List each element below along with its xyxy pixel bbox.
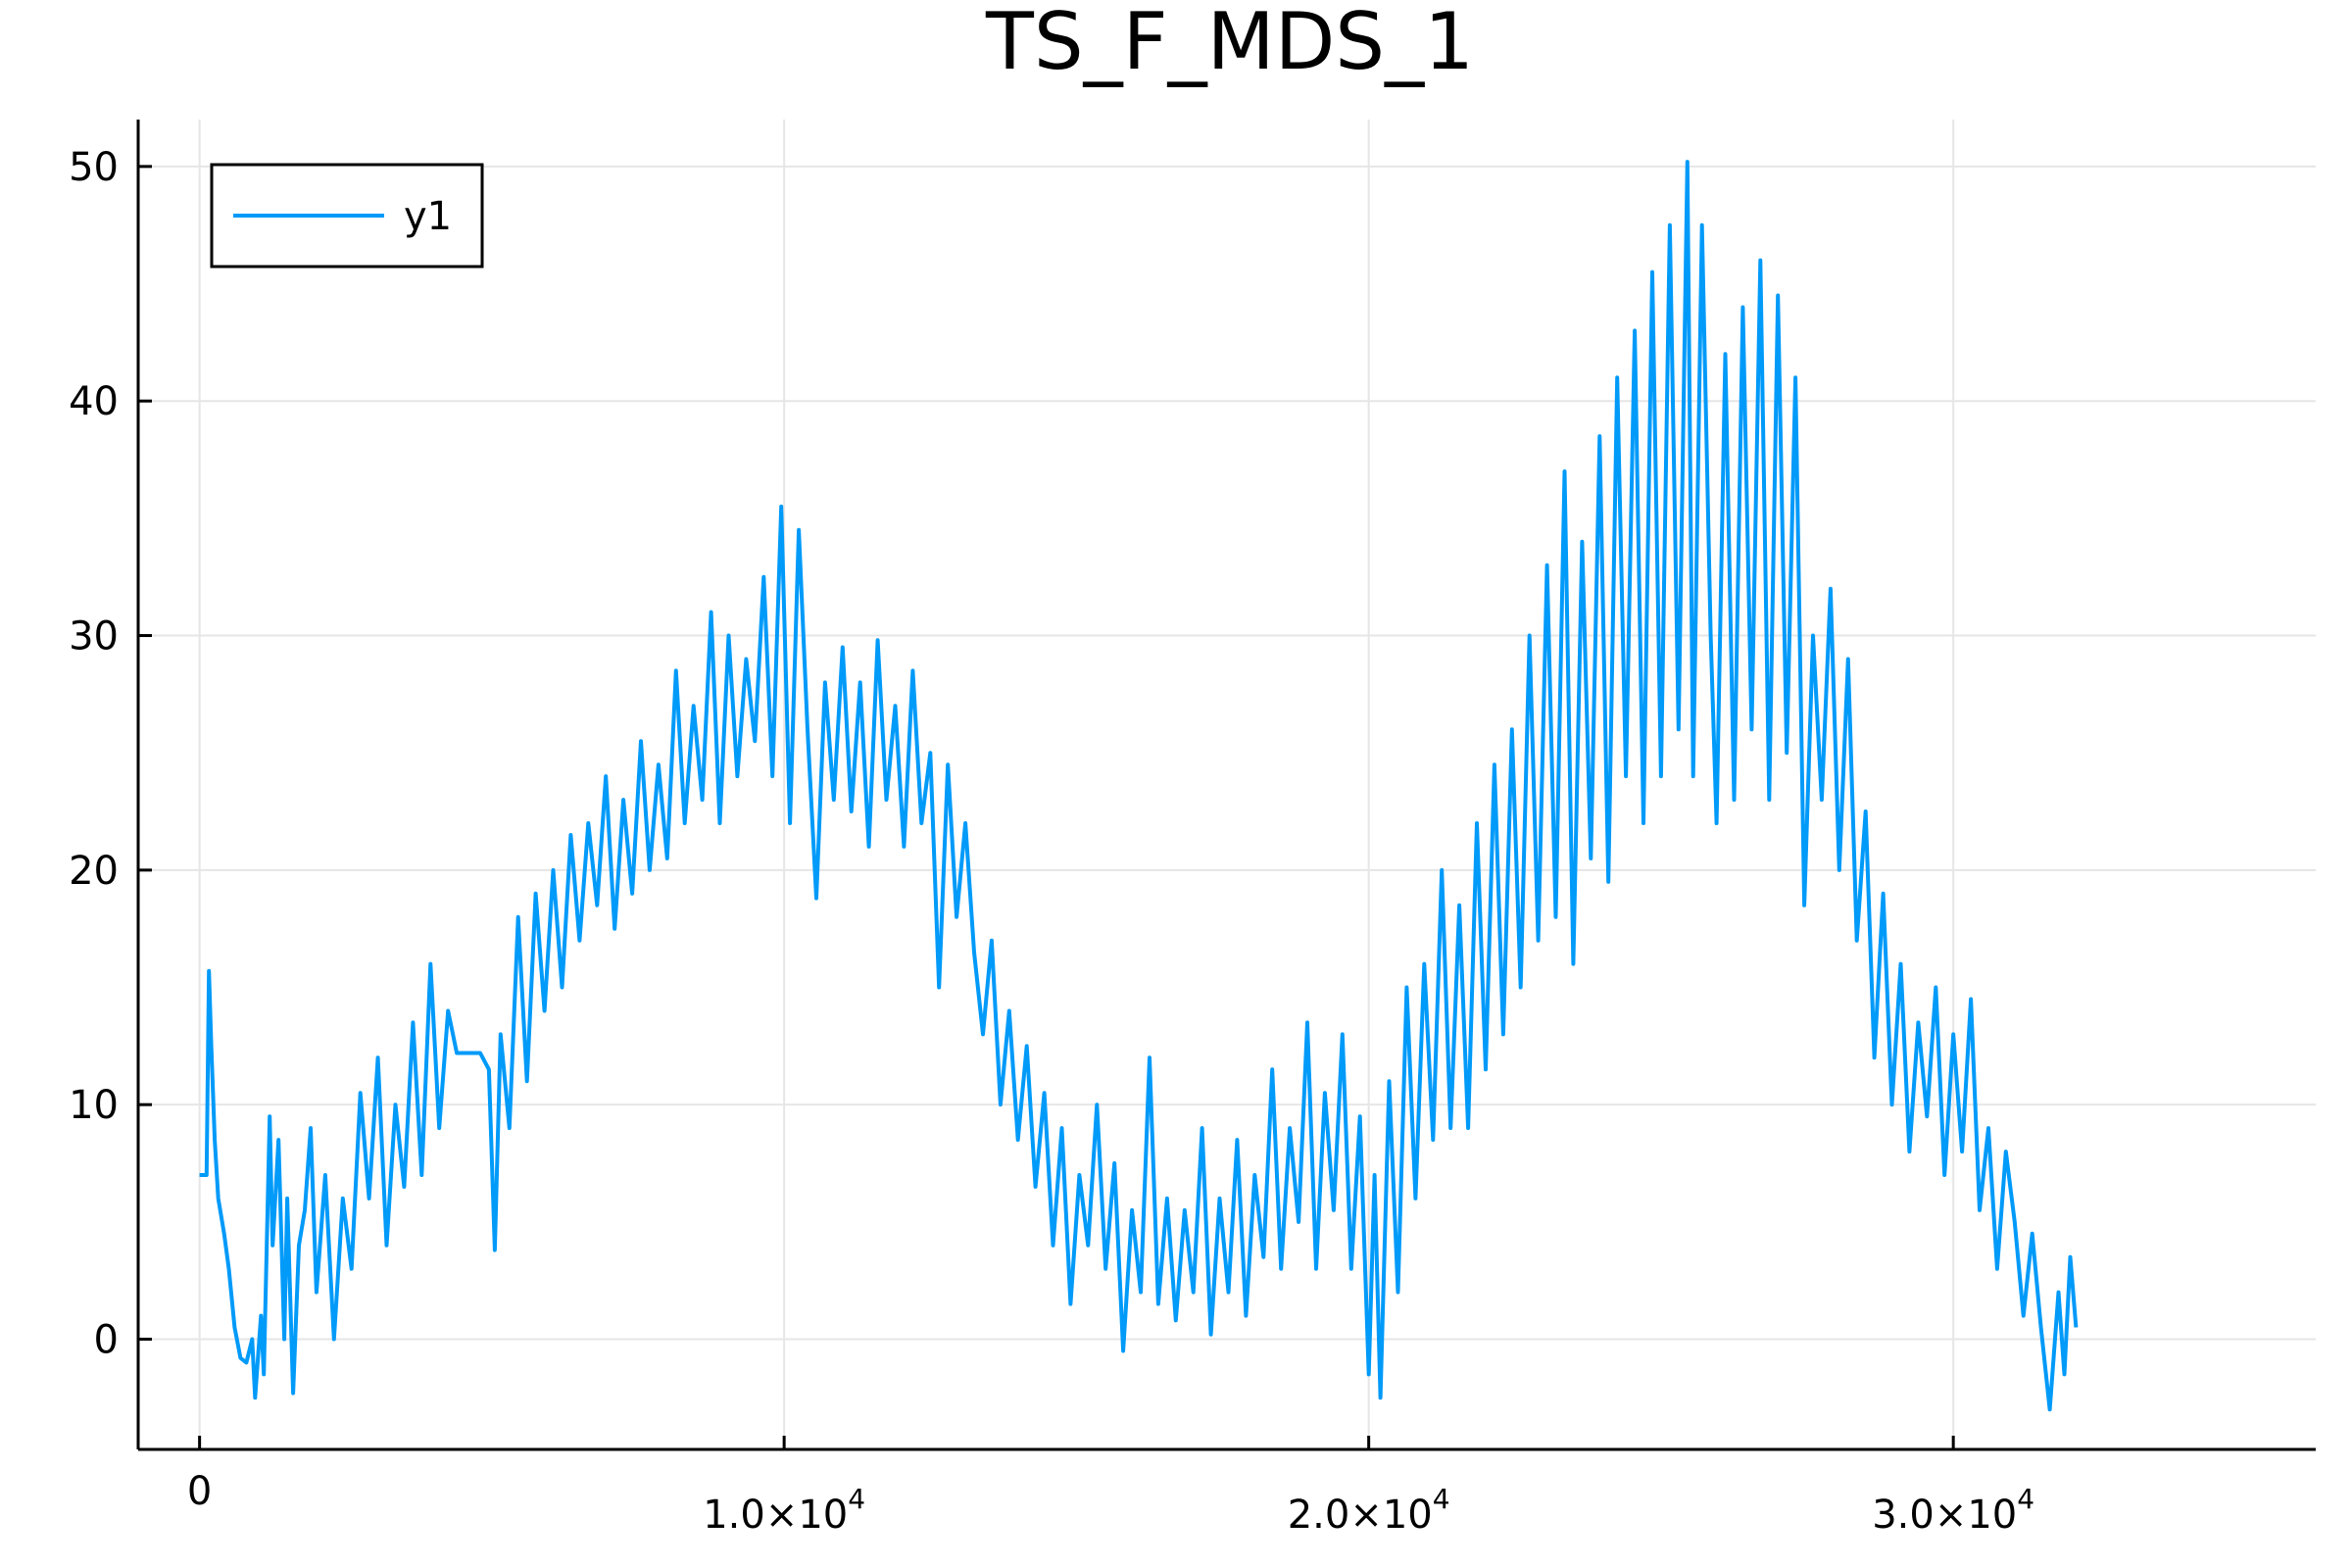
chart-title: TS_F_MDS_1 [985,0,1474,87]
x-tick-exponent-3: 4 [2017,1483,2034,1515]
series-layer [199,160,2079,1412]
x-tick-label-2: 2.0×104 [1288,1483,1450,1538]
x-tick-exponent-2: 4 [1433,1483,1450,1515]
x-tick-label-1: 1.0×104 [703,1483,865,1538]
grid-lines [138,120,2316,1449]
x-tick-mantissa-1: 1.0×10 [703,1493,848,1538]
legend-label-y1: y1 [404,194,452,239]
y-tick-label-0: 0 [94,1318,119,1363]
x-tick-label-3: 3.0×104 [1872,1483,2034,1538]
y-tick-label-4: 40 [69,379,119,424]
y-tick-label-5: 50 [69,145,119,190]
x-tick-mantissa-3: 3.0×10 [1872,1493,2017,1538]
y-tick-label-2: 20 [69,849,119,894]
series-line-y1 [199,160,2079,1412]
y-tick-label-3: 30 [69,614,119,660]
x-tick-label-0: 0 [187,1469,212,1514]
axes [136,120,2316,1451]
y-tick-label-1: 10 [69,1083,119,1128]
x-tick-mantissa-2: 2.0×10 [1288,1493,1433,1538]
x-tick-exponent-1: 4 [848,1483,865,1515]
legend: y1 [210,163,484,269]
